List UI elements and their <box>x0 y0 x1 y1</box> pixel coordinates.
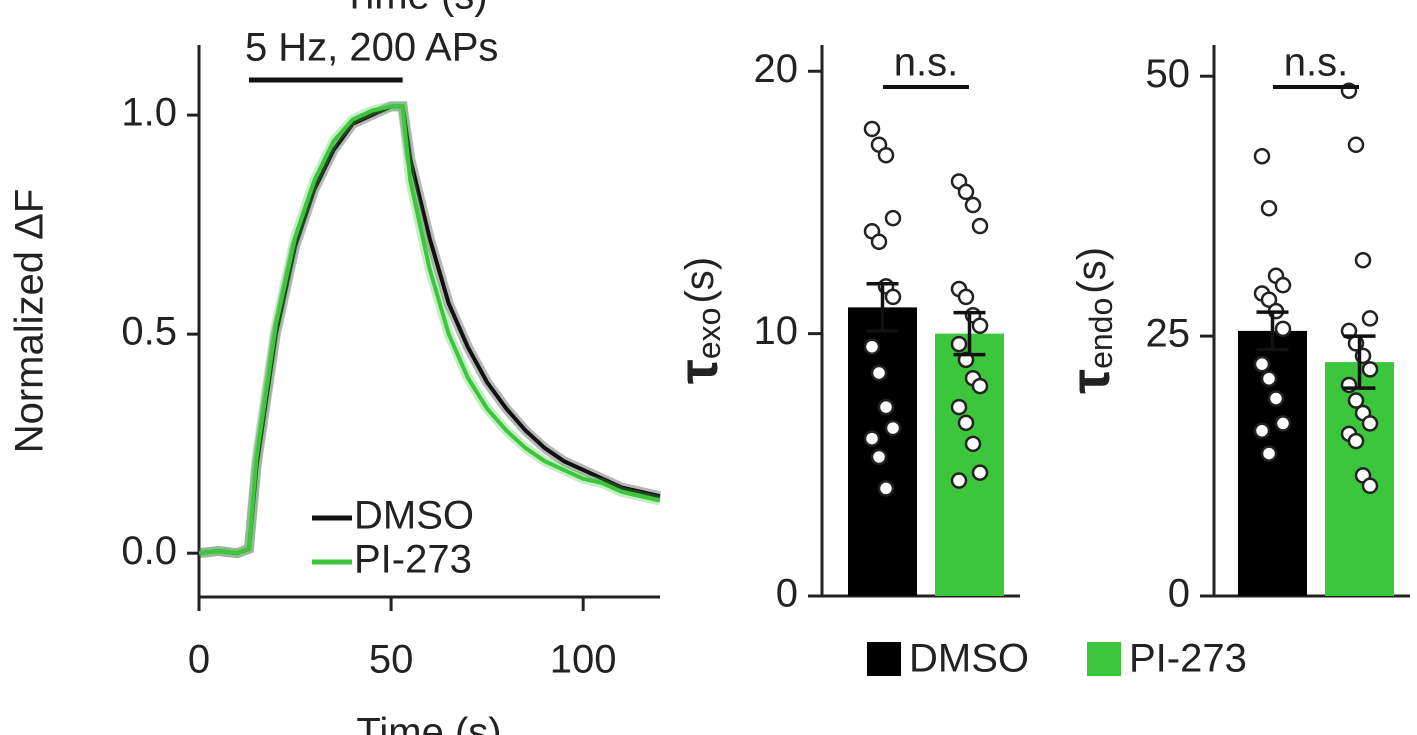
y-tick-label: 10 <box>754 309 799 353</box>
y-axis-subscript: endo <box>1083 298 1119 369</box>
y-tick-label: 0 <box>1168 572 1190 616</box>
x-tick-label: 50 <box>369 638 414 682</box>
data-point <box>1267 390 1285 407</box>
data-point <box>870 233 888 251</box>
data-point <box>870 364 888 382</box>
data-point <box>971 217 989 235</box>
legend-swatch <box>867 642 901 676</box>
data-point <box>1361 361 1379 378</box>
error-bar <box>866 282 899 333</box>
data-point <box>971 317 989 334</box>
y-tick-label: 0.0 <box>121 529 177 573</box>
data-point <box>957 183 975 201</box>
data-point <box>1253 422 1271 439</box>
series-band <box>198 101 662 559</box>
y-axis-unit: (s) <box>1070 247 1114 294</box>
data-point <box>957 288 975 306</box>
legend-label: DMSO <box>354 494 474 538</box>
y-tick-label: 25 <box>1146 312 1191 356</box>
data-point <box>950 398 968 416</box>
data-point <box>1260 291 1278 308</box>
y-axis-title: τendo (s) <box>1058 247 1121 394</box>
data-point <box>964 196 982 214</box>
x-axis-title: Time (s) <box>356 711 501 735</box>
data-point <box>1253 355 1271 373</box>
data-point <box>877 398 895 416</box>
data-point <box>870 448 888 466</box>
data-point <box>971 464 989 481</box>
data-point <box>1260 370 1278 387</box>
data-point <box>950 472 968 489</box>
legend-swatch <box>1087 642 1121 676</box>
error-bar <box>1256 310 1289 352</box>
error-bar <box>1343 334 1376 390</box>
y-axis-title: τexo (s) <box>666 257 729 384</box>
data-point <box>1347 392 1365 409</box>
data-point <box>964 435 982 453</box>
legend-label: DMSO <box>909 637 1029 681</box>
stimulus-label: 5 Hz, 200 APs <box>245 26 498 70</box>
x-tick-label: 0 <box>188 638 210 682</box>
series-band <box>198 101 662 559</box>
data-point <box>1253 147 1271 165</box>
y-tick-label: 0.5 <box>121 310 177 354</box>
data-point <box>863 430 881 447</box>
data-point <box>1274 415 1292 432</box>
data-point <box>863 338 881 355</box>
y-axis-symbol: τ <box>1058 369 1121 394</box>
data-point <box>1274 276 1292 294</box>
data-point <box>1354 251 1372 269</box>
data-point <box>863 120 881 138</box>
data-point <box>1347 136 1365 154</box>
significance-label: n.s. <box>894 41 958 85</box>
top-axis-title: Time (s) <box>342 0 487 18</box>
data-point <box>877 480 895 497</box>
data-point <box>884 419 902 437</box>
data-point <box>1274 320 1292 338</box>
series-line <box>198 104 661 556</box>
y-axis-subscript: exo <box>691 308 727 360</box>
x-tick-label: 100 <box>550 638 617 682</box>
bar <box>1238 330 1307 596</box>
data-point <box>884 209 902 227</box>
series-line <box>198 104 661 556</box>
data-point <box>1260 199 1278 217</box>
y-axis-unit: (s) <box>678 257 722 304</box>
legend-label: PI-273 <box>1129 637 1247 681</box>
significance-label: n.s. <box>1284 41 1348 85</box>
data-point <box>971 377 989 395</box>
data-point <box>1361 477 1379 495</box>
data-point <box>1361 415 1379 432</box>
data-point <box>877 146 895 164</box>
data-point <box>1361 310 1379 327</box>
y-tick-label: 0 <box>776 572 798 616</box>
y-axis-symbol: τ <box>666 359 729 384</box>
data-point <box>957 414 975 432</box>
y-axis-title: Normalized ΔF <box>8 189 52 454</box>
data-point <box>884 288 902 306</box>
error-bar <box>953 310 986 357</box>
data-point <box>1347 432 1365 450</box>
y-tick-label: 50 <box>1146 52 1191 96</box>
legend-label: PI-273 <box>354 538 472 582</box>
data-point <box>1260 445 1278 462</box>
y-tick-label: 20 <box>754 47 799 91</box>
y-tick-label: 1.0 <box>121 91 177 135</box>
data-point <box>1340 376 1358 394</box>
data-point <box>950 335 968 353</box>
